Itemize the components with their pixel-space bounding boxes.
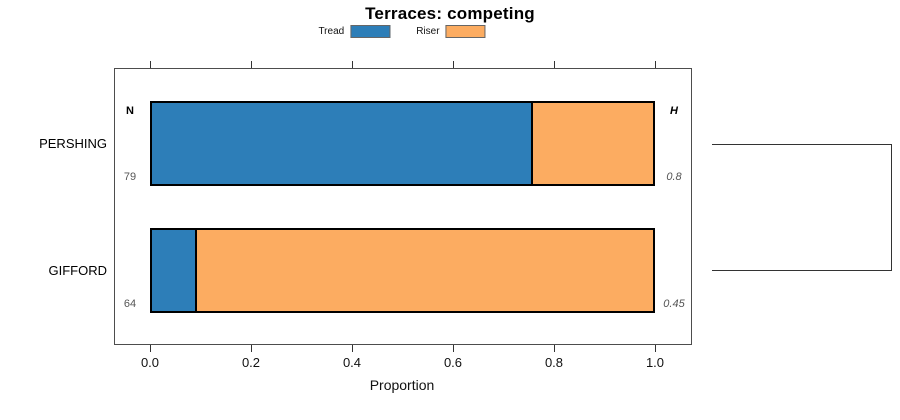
x-axis-tick-bottom — [654, 345, 656, 352]
x-axis-tick-label: 0.2 — [241, 355, 261, 370]
legend: Tread Riser — [318, 25, 486, 38]
legend-entry-tread: Tread — [318, 25, 391, 38]
plot-area — [114, 68, 692, 345]
category-label: GIFFORD — [48, 262, 108, 278]
category-label: PERSHING — [39, 135, 107, 151]
bar-segment-riser — [197, 230, 653, 311]
h-value: 0.8 — [666, 171, 682, 183]
x-axis-tick-bottom — [452, 345, 454, 352]
chart-title: Terraces: competing — [365, 4, 535, 23]
legend-label: Riser — [416, 26, 440, 37]
legend-swatch-tread — [350, 25, 391, 38]
n-value: 64 — [123, 298, 137, 310]
bar-row-gifford — [150, 228, 655, 313]
h-column-header: H — [670, 105, 678, 117]
x-axis-tick-top — [351, 61, 353, 68]
x-axis-tick-top — [553, 61, 555, 68]
legend-label: Tread — [318, 26, 345, 37]
bar-segment-tread — [152, 103, 533, 184]
n-value: 79 — [123, 171, 137, 183]
x-axis-tick-top — [452, 61, 454, 68]
legend-swatch-riser — [445, 25, 486, 38]
bar-segment-tread — [152, 230, 198, 311]
bar-segment-riser — [532, 103, 653, 184]
legend-entry-riser: Riser — [416, 25, 486, 38]
x-axis-label: Proportion — [369, 377, 435, 393]
dendrogram-bracket — [712, 144, 892, 271]
x-axis-tick-label: 0.0 — [140, 355, 160, 370]
x-axis-tick-top — [654, 61, 656, 68]
n-column-header: N — [126, 105, 134, 117]
x-axis-tick-label: 1.0 — [645, 355, 665, 370]
x-axis-tick-bottom — [149, 345, 151, 352]
bar-row-pershing — [150, 101, 655, 186]
x-axis-tick-bottom — [553, 345, 555, 352]
x-axis-tick-top — [250, 61, 252, 68]
x-axis-tick-label: 0.6 — [443, 355, 463, 370]
x-axis-tick-bottom — [250, 345, 252, 352]
x-axis-tick-top — [149, 61, 151, 68]
h-value: 0.45 — [663, 298, 685, 310]
x-axis-tick-label: 0.4 — [342, 355, 362, 370]
x-axis-tick-label: 0.8 — [544, 355, 564, 370]
x-axis-tick-bottom — [351, 345, 353, 352]
